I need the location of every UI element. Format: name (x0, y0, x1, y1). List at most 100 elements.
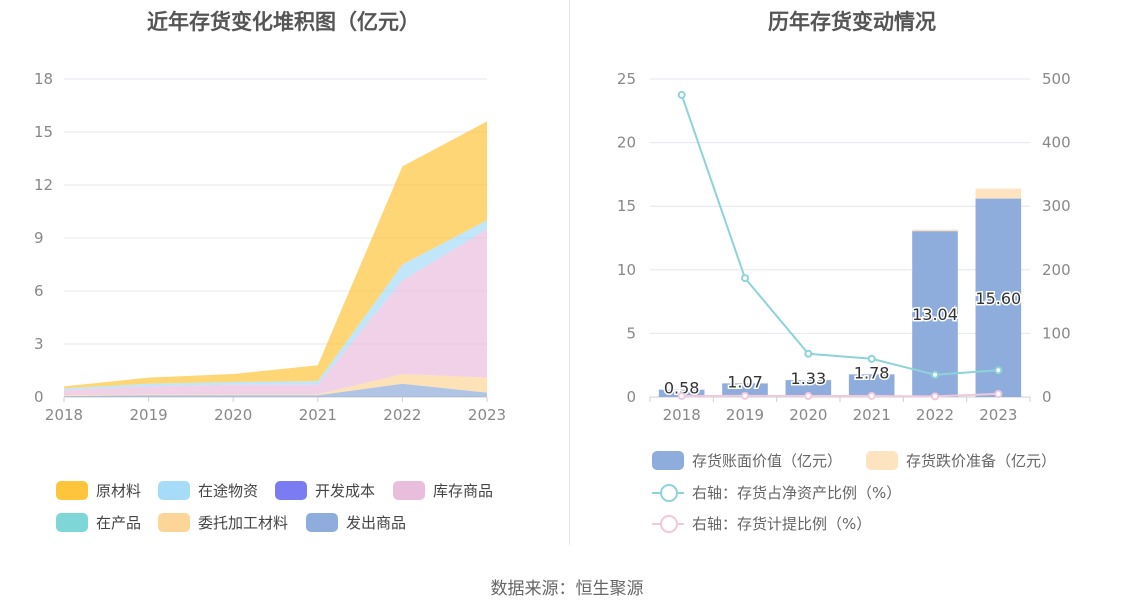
legend-swatch (652, 451, 684, 470)
y-tick-label: 9 (34, 229, 44, 247)
right-chart-legend: 存货账面价值（亿元） 存货跌价准备（亿元） 右轴：存货占净资产比例（%） 右轴：存货计… (570, 0, 1134, 545)
inventory-change-chart-panel: 历年存货变动情况 0 5 10 15 20 25 0 100 200 300 400 500 2018 2… (570, 0, 1134, 545)
y-tick-label: 15 (34, 123, 53, 141)
y-tick-label: 12 (34, 176, 53, 194)
bar-存货账面价值（亿元） (912, 231, 958, 397)
line-point (867, 391, 876, 400)
bar-存货账面价值（亿元） (785, 380, 832, 397)
x-tick-label: 2022 (383, 406, 421, 424)
right-y-tick-label: 100 (1042, 324, 1071, 342)
legend-item[interactable]: 发出商品 (306, 512, 406, 533)
legend-label: 发出商品 (346, 514, 407, 532)
legend-item[interactable]: 委托加工材料 (158, 512, 288, 533)
legend-marker (660, 515, 678, 533)
area-series-发出商品 (64, 383, 487, 397)
legend-swatch (306, 513, 338, 532)
legend-label: 原材料 (96, 482, 142, 500)
left-y-tick-label: 10 (617, 261, 636, 279)
legend-swatch (158, 481, 190, 500)
panel-divider (569, 0, 570, 545)
legend-swatch (393, 481, 425, 500)
legend-swatch (56, 481, 88, 500)
right-chart-title: 历年存货变动情况 (768, 10, 936, 34)
line-series-右轴：存货占净资产比例（%） (680, 94, 999, 376)
data-source-note: 数据来源：恒生聚源 (490, 579, 644, 599)
x-tick-label: 2021 (299, 406, 337, 424)
legend-item[interactable]: 库存商品 (393, 480, 493, 501)
bar-data-label: 13.04 (912, 305, 958, 324)
legend-item[interactable]: 存货账面价值（亿元） (652, 450, 842, 471)
y-tick-label: 18 (34, 70, 53, 88)
bar-data-label: 0.58 (664, 379, 700, 398)
line-point (994, 389, 1003, 398)
legend-swatch (866, 451, 898, 470)
right-y-tick-label: 500 (1042, 70, 1071, 88)
left-y-tick-label: 25 (617, 70, 636, 88)
x-tick-label: 2023 (468, 406, 506, 424)
right-y-tick-label: 400 (1042, 134, 1071, 152)
bar-存货跌价准备（亿元） (975, 188, 1022, 199)
legend-label: 在途物资 (198, 482, 259, 500)
left-y-tick-label: 15 (617, 197, 636, 215)
legend-marker (660, 484, 678, 502)
line-point (741, 274, 749, 283)
legend-swatch (275, 481, 307, 500)
bar-存货账面价值（亿元） (722, 383, 768, 397)
legend-label: 在产品 (96, 514, 142, 532)
stacked-area-chart-panel: 近年存货变化堆积图（亿元） 0 3 6 9 12 15 18 2018 2019 2020 2021… (0, 0, 567, 545)
right-y-tick-label: 0 (1042, 388, 1052, 406)
bar-line-combo-chart: 0 5 10 15 20 25 0 100 200 300 400 500 2018 2019 2020 20… (617, 70, 1071, 424)
legend-label: 库存商品 (433, 482, 494, 500)
legend-swatch (158, 513, 190, 532)
x-tick-label: 2018 (663, 406, 701, 424)
left-y-tick-label: 5 (626, 324, 636, 342)
area-series-委托加工材料 (64, 374, 487, 397)
x-tick-label: 2020 (214, 406, 252, 424)
bar-存货账面价值（亿元） (975, 198, 1022, 397)
line-point (867, 354, 876, 363)
legend-label: 存货跌价准备（亿元） (906, 452, 1057, 470)
x-tick-label: 2018 (45, 406, 83, 424)
area-series-库存商品 (64, 229, 487, 396)
bar-data-label: 15.60 (975, 289, 1021, 308)
line-point (741, 391, 749, 400)
line-point (994, 366, 1003, 375)
legend-item[interactable]: 原材料 (56, 480, 141, 501)
x-tick-label: 2019 (726, 406, 764, 424)
line-point (931, 392, 939, 401)
bar-data-label: 1.33 (791, 369, 827, 388)
legend-label: 右轴：存货占净资产比例（%） (692, 484, 902, 502)
line-point (677, 90, 686, 99)
legend-label: 存货账面价值（亿元） (692, 452, 843, 470)
y-tick-label: 6 (34, 282, 44, 300)
bar-存货跌价准备（亿元） (912, 229, 958, 232)
line-point (931, 370, 939, 379)
area-series-原材料 (64, 121, 487, 389)
left-chart-title: 近年存货变化堆积图（亿元） (147, 10, 420, 34)
legend-item[interactable]: 右轴：存货占净资产比例（%） (652, 482, 901, 503)
left-y-tick-label: 0 (626, 388, 636, 406)
left-y-tick-label: 20 (617, 134, 636, 152)
x-tick-label: 2022 (916, 406, 954, 424)
legend-item[interactable]: 开发成本 (275, 480, 375, 501)
legend-swatch (56, 513, 88, 532)
left-chart-legend: 原材料 在途物资 开发成本 库存商品在产品 委托加工材料 发出商品 (0, 0, 567, 545)
line-point (804, 392, 813, 401)
right-y-tick-label: 300 (1042, 197, 1071, 215)
legend-item[interactable]: 在产品 (56, 512, 141, 533)
bar-存货账面价值（亿元） (848, 374, 895, 397)
legend-label: 右轴：存货计提比例（%） (692, 515, 872, 533)
legend-label: 委托加工材料 (198, 514, 289, 532)
x-tick-label: 2023 (979, 406, 1017, 424)
legend-item[interactable]: 存货跌价准备（亿元） (866, 450, 1056, 471)
legend-item[interactable]: 在途物资 (158, 480, 258, 501)
y-tick-label: 3 (34, 335, 44, 353)
x-tick-label: 2021 (853, 406, 891, 424)
bar-data-label: 1.07 (727, 372, 763, 391)
x-tick-label: 2020 (789, 406, 827, 424)
legend-label: 开发成本 (315, 482, 376, 500)
stacked-area-chart: 0 3 6 9 12 15 18 2018 2019 2020 2021 2022 2023 (34, 70, 506, 424)
line-series-右轴：存货计提比例（%） (681, 392, 999, 398)
legend-item[interactable]: 右轴：存货计提比例（%） (652, 513, 871, 534)
x-tick-label: 2019 (130, 406, 168, 424)
